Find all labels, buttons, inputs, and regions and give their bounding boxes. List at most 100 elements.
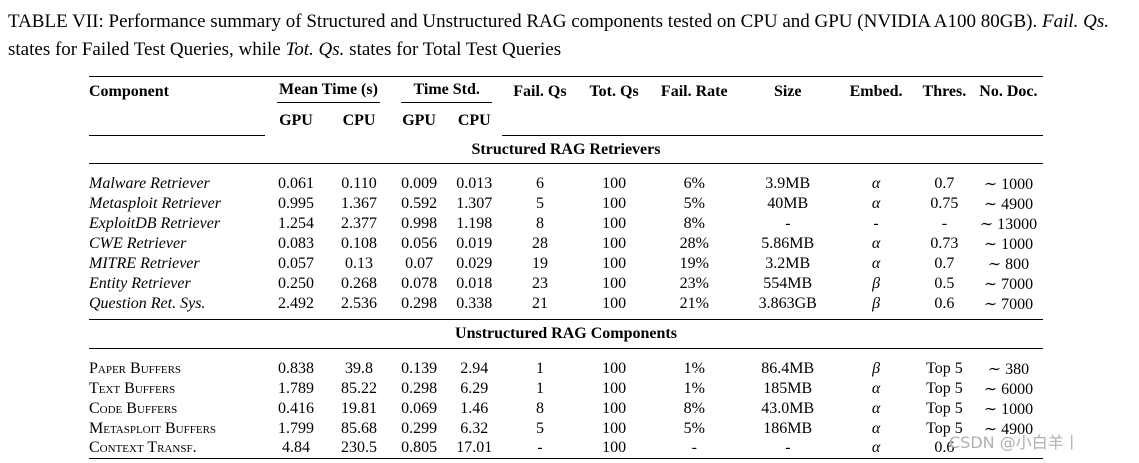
- size: 86.4MB: [761, 359, 815, 377]
- performance-table: Component Mean Time (s) Time Std. Fail. …: [89, 76, 1043, 459]
- fail-rate: 28%: [679, 234, 709, 252]
- embed: α: [871, 399, 881, 417]
- fail-rate: 8%: [683, 214, 705, 232]
- header-thres: Thres.: [922, 82, 967, 100]
- thres: 0.7: [934, 174, 955, 192]
- embed: -: [873, 214, 879, 232]
- fail-qs: 1: [535, 379, 544, 397]
- fail-qs: -: [537, 439, 543, 457]
- no-doc: ∼ 1000: [983, 175, 1034, 193]
- thres: -: [941, 214, 948, 232]
- header-no-doc: No. Doc.: [979, 82, 1038, 100]
- size: 43.0MB: [761, 399, 815, 417]
- cpu-std: 2.94: [460, 359, 489, 377]
- component-name: Metasploit Buffers: [89, 419, 217, 437]
- no-doc: ∼ 1000: [983, 400, 1034, 418]
- cpu-mean: 19.81: [341, 399, 377, 417]
- fail-qs: 28: [531, 234, 548, 252]
- header-fail-rate: Fail. Rate: [660, 82, 728, 100]
- table-caption: TABLE VII: Performance summary of Struct…: [8, 8, 1126, 64]
- component-name: Metasploit Retriever: [89, 194, 221, 212]
- cpu-mean: 2.536: [341, 294, 377, 312]
- fail-qs: 5: [535, 194, 544, 212]
- watermark: CSDN @小白羊丨: [949, 433, 1080, 452]
- gpu-mean: 0.995: [277, 194, 314, 212]
- fail-rate: 21%: [679, 294, 709, 312]
- cpu-mean: 85.22: [341, 379, 377, 397]
- fail-qs: 8: [535, 399, 544, 417]
- cpu-std: 6.29: [460, 379, 489, 397]
- thres: 0.75: [930, 194, 959, 212]
- size: 554MB: [763, 274, 813, 292]
- fail-qs: 19: [531, 254, 548, 272]
- tot-qs: 100: [602, 379, 627, 397]
- component-name: Code Buffers: [89, 399, 178, 417]
- no-doc: ∼ 6000: [983, 380, 1034, 398]
- gpu-std: 0.592: [401, 194, 438, 212]
- gpu-std: 0.805: [401, 439, 438, 457]
- fail-rate: 5%: [683, 194, 705, 212]
- fail-rate: 8%: [683, 399, 705, 417]
- size: -: [785, 439, 791, 457]
- table-row: Entity Retriever 0.250 0.268 0.078 0.018…: [89, 274, 1043, 294]
- table-row: Metasploit Buffers 1.799 85.68 0.299 6.3…: [89, 419, 1043, 439]
- component-name: ExploitDB Retriever: [89, 214, 221, 232]
- tot-qs: 100: [602, 254, 627, 272]
- gpu-mean: 4.84: [281, 439, 310, 457]
- component-name: Malware Retriever: [89, 174, 210, 192]
- tot-qs: 100: [602, 359, 627, 377]
- no-doc: ∼ 7000: [983, 295, 1034, 313]
- cpu-std: 0.029: [456, 254, 493, 272]
- component-name: MITRE Retriever: [89, 254, 200, 272]
- cpu-mean: 39.8: [345, 359, 373, 377]
- thres: 0.6: [934, 439, 955, 457]
- tot-qs: 100: [602, 234, 627, 252]
- gpu-std: 0.998: [401, 214, 438, 232]
- fail-qs: 23: [531, 274, 548, 292]
- gpu-std: 0.056: [401, 234, 438, 252]
- gpu-mean: 0.250: [277, 274, 314, 292]
- gpu-std: 0.078: [401, 274, 438, 292]
- gpu-mean: 1.789: [277, 379, 314, 397]
- caption-lead: TABLE VII: Performance summary of Struct…: [8, 11, 1042, 32]
- header-cpu: CPU: [342, 112, 376, 129]
- gpu-std: 0.299: [401, 419, 438, 437]
- fail-rate: -: [691, 439, 697, 457]
- gpu-std: 0.07: [405, 254, 434, 272]
- caption-fail-term: Fail. Qs.: [1042, 11, 1110, 32]
- section-title-structured: Structured RAG Retrievers: [89, 135, 1043, 164]
- component-name: Question Ret. Sys.: [89, 294, 206, 312]
- size: 185MB: [763, 379, 813, 397]
- no-doc: ∼ 800: [987, 255, 1030, 273]
- tot-qs: 100: [602, 214, 627, 232]
- embed: β: [872, 274, 881, 292]
- table-row: Paper Buffers 0.838 39.8 0.139 2.94 1 10…: [89, 359, 1043, 379]
- cpu-std: 0.019: [456, 234, 493, 252]
- fail-rate: 5%: [683, 419, 705, 437]
- cpu-mean: 0.268: [341, 274, 377, 292]
- caption-tail: states for Total Test Queries: [344, 39, 562, 60]
- no-doc: ∼ 4900: [983, 195, 1034, 213]
- thres: Top 5: [926, 379, 963, 397]
- fail-qs: 1: [535, 359, 544, 377]
- cpu-std: 6.32: [460, 419, 489, 437]
- embed: β: [872, 359, 881, 377]
- table-row: Malware Retriever 0.061 0.110 0.009 0.01…: [89, 174, 1043, 194]
- cpu-std: 0.018: [456, 274, 493, 292]
- table-row: Metasploit Retriever 0.995 1.367 0.592 1…: [89, 194, 1043, 214]
- embed: β: [872, 294, 881, 312]
- header-component: Component: [89, 82, 170, 100]
- size: 3.863GB: [758, 294, 817, 312]
- gpu-mean: 0.083: [277, 234, 314, 252]
- fail-rate: 6%: [683, 174, 705, 192]
- size: 5.86MB: [761, 234, 815, 252]
- component-name: Context Transf.: [89, 439, 197, 457]
- gpu-mean: 0.057: [277, 254, 314, 272]
- header-gpu: GPU: [279, 112, 313, 129]
- header-mean-time: Mean Time (s): [265, 77, 391, 107]
- cpu-mean: 0.13: [345, 254, 373, 272]
- cpu-mean: 230.5: [341, 439, 377, 457]
- tot-qs: 100: [602, 194, 627, 212]
- component-name: Paper Buffers: [89, 359, 182, 377]
- header-embed: Embed.: [849, 82, 903, 100]
